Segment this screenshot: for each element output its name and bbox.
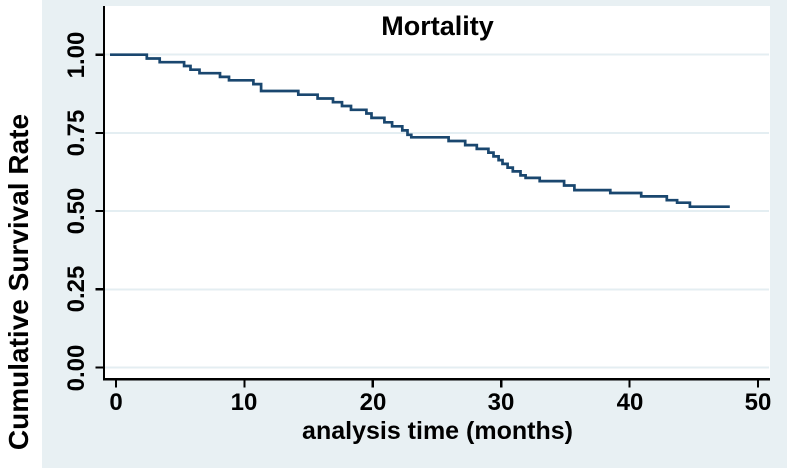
plot-region-background (104, 6, 770, 380)
chart-title: Mortality (381, 11, 494, 41)
y-tick-label: 1.00 (63, 31, 90, 79)
y-tick-label: 0.75 (63, 109, 90, 157)
x-tick-label: 40 (616, 389, 644, 416)
km-curve-line (110, 53, 730, 209)
x-tick-label: 50 (744, 389, 772, 416)
x-axis-title: analysis time (months) (302, 417, 573, 445)
x-tick-label: 20 (359, 389, 387, 416)
y-tick-label: 0.25 (63, 265, 90, 313)
x-tick-label: 30 (487, 389, 515, 416)
gridlines (105, 53, 769, 369)
y-tick-label: 0.00 (63, 344, 90, 392)
y-axis-title: Cumulative Survival Rate (3, 113, 34, 451)
y-tick-label: 0.50 (63, 187, 90, 235)
axes (102, 6, 770, 381)
x-tick-label: 0 (109, 389, 123, 416)
x-tick-label: 10 (230, 389, 258, 416)
tick-marks (95, 53, 760, 388)
